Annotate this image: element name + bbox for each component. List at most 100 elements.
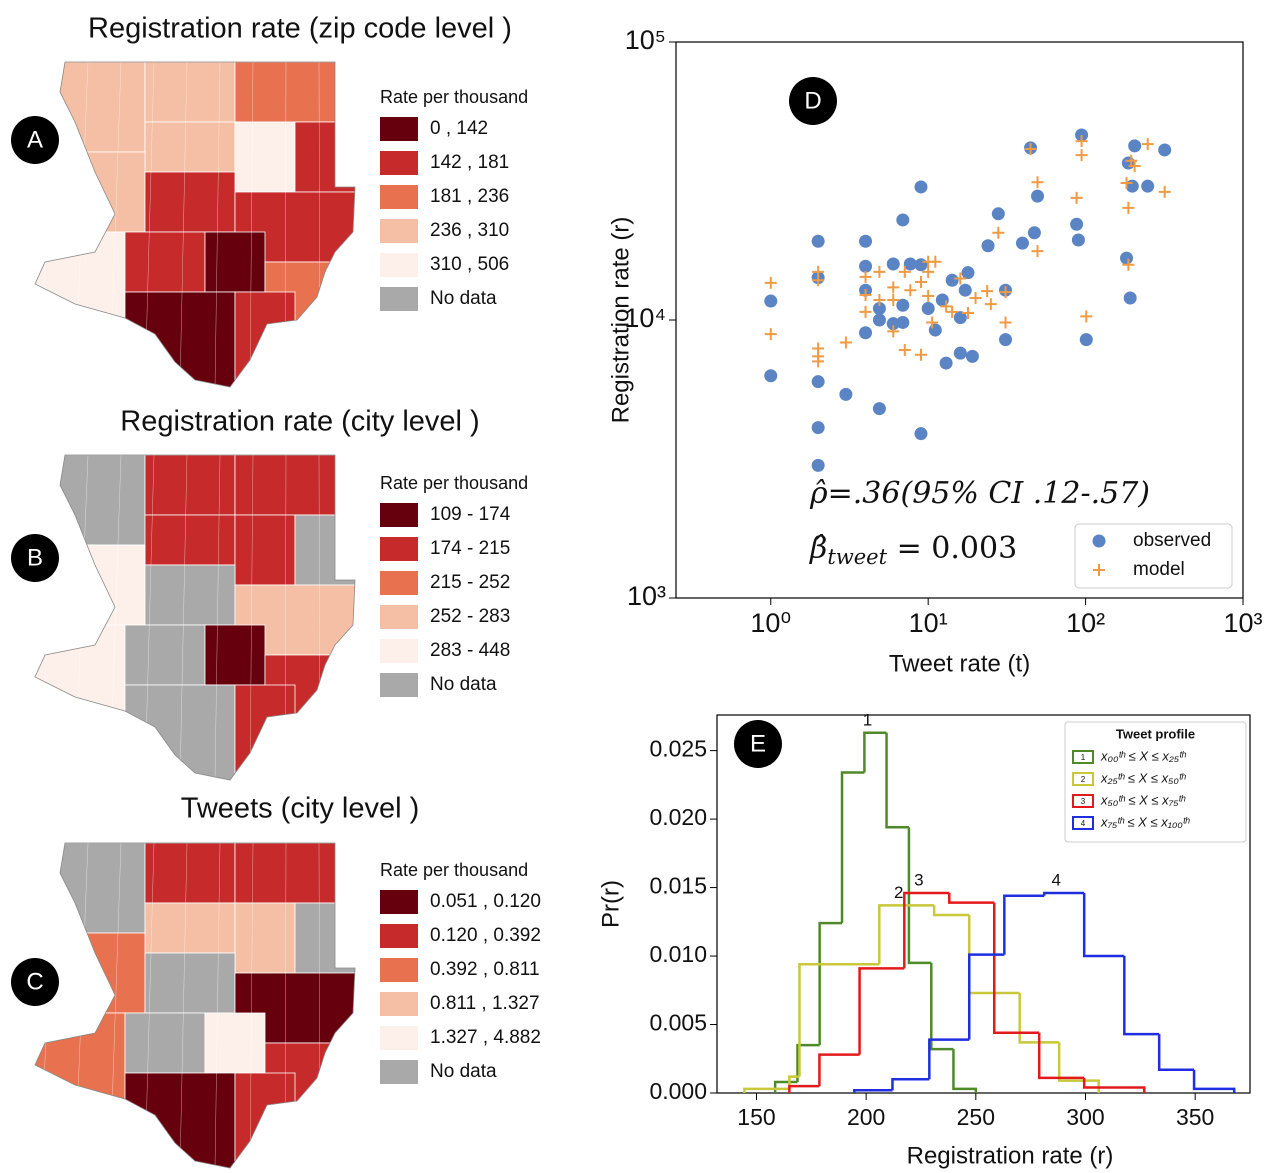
map [35, 843, 355, 1168]
histogram-step [853, 1089, 893, 1093]
map-boundary [214, 455, 221, 780]
legend-swatch [380, 151, 418, 175]
legend-swatch [1072, 772, 1094, 786]
data-point [896, 213, 910, 227]
map-region [144, 843, 236, 904]
data-point [958, 283, 972, 297]
histogram-step [1043, 891, 1085, 896]
x-tick-label: 200 [847, 1104, 885, 1130]
data-point [939, 356, 953, 370]
legend-label: 0.811 , 1.327 [430, 993, 540, 1014]
histogram-step [863, 731, 887, 773]
x-tick-label: 150 [737, 1104, 775, 1130]
data-point [1071, 233, 1085, 247]
legend-box [1074, 523, 1233, 589]
panel-label: C [26, 968, 43, 995]
data-point [764, 328, 777, 341]
data-point [872, 313, 886, 327]
data-point [872, 301, 886, 315]
histogram-step [928, 1038, 970, 1080]
data-point [1075, 135, 1088, 148]
map-region [204, 624, 266, 686]
histogram-step [1003, 894, 1045, 955]
legend-swatch [380, 1060, 418, 1084]
data-point [1070, 217, 1084, 231]
data-point [999, 316, 1012, 329]
map-boundary [249, 455, 254, 780]
map-region [144, 952, 236, 1014]
series-label: 2 [894, 883, 903, 902]
data-point [954, 272, 967, 285]
data-point [839, 387, 853, 401]
panel-badge [789, 77, 837, 125]
histogram-step [1037, 1032, 1085, 1080]
legend-swatch [380, 503, 418, 527]
legend-swatch [380, 571, 418, 595]
annotation-symbol: β̂ [809, 531, 827, 566]
data-point [999, 286, 1012, 299]
map-boundary [249, 843, 254, 1168]
map-region [204, 231, 266, 293]
panel-badge [11, 958, 59, 1006]
map-outline [34, 842, 356, 1169]
histogram-step [878, 904, 935, 965]
data-point [1075, 149, 1088, 162]
histogram-step [932, 905, 970, 917]
panel-label: B [27, 544, 43, 571]
data-point [886, 257, 900, 271]
legend-swatch [380, 1026, 418, 1050]
legend-swatch [380, 219, 418, 243]
histogram-step [907, 827, 932, 965]
panel-badge [11, 534, 59, 582]
data-point [1122, 201, 1135, 214]
data-point [1120, 177, 1133, 190]
plot-frame [716, 714, 1251, 1094]
data-point [859, 259, 873, 273]
map-region [234, 121, 296, 193]
y-axis-label: Registration rate (r) [607, 217, 634, 424]
legend-swatch [380, 673, 418, 697]
legend-label: 236 , 310 [430, 220, 509, 241]
histogram-step [798, 963, 880, 1077]
legend-swatch [380, 253, 418, 277]
map [35, 455, 355, 780]
histogram-step [1082, 1077, 1146, 1093]
data-point [946, 305, 959, 318]
map-region [35, 624, 126, 716]
histogram-step [930, 962, 954, 1051]
legend-swatch [380, 890, 418, 914]
y-tick-label: 0.000 [649, 1078, 707, 1104]
panel-badge [734, 720, 782, 768]
histogram-step [1157, 1034, 1195, 1071]
data-point [896, 315, 910, 329]
data-point [887, 281, 900, 294]
legend-swatch-label: 2 [1081, 775, 1086, 784]
data-point [859, 305, 872, 318]
legend-marker [1092, 534, 1106, 548]
histogram-step [1082, 893, 1125, 958]
histogram-step [818, 921, 843, 1046]
data-point [811, 421, 825, 435]
x-tick-label: 10⁰ [750, 608, 791, 638]
data-point [1075, 128, 1089, 142]
legend-label: 0.392 , 0.811 [430, 959, 540, 980]
data-point [940, 300, 953, 313]
data-point [961, 306, 974, 319]
data-point [898, 343, 911, 356]
data-point [873, 294, 886, 307]
data-point [764, 276, 777, 289]
legend-label: observed [1133, 530, 1211, 551]
legend-swatch-label: 1 [1081, 753, 1086, 762]
series-label: 4 [1051, 871, 1060, 890]
histogram-step [948, 893, 995, 904]
legend-title: Tweet profile [1116, 726, 1195, 741]
data-point [1141, 179, 1155, 193]
legend-title: Rate per thousand [380, 860, 528, 880]
data-point [887, 294, 900, 307]
y-tick-label: 10³ [627, 581, 666, 611]
data-point [904, 284, 917, 297]
data-point [914, 180, 928, 194]
x-tick-label: 250 [957, 1104, 995, 1130]
